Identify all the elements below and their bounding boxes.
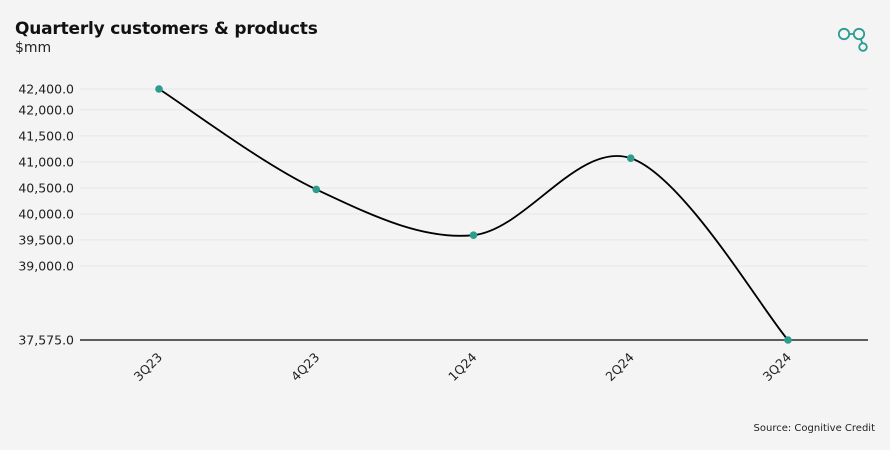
y-tick-label: 40,500.0 — [18, 180, 74, 195]
x-tick-label: 3Q23 — [131, 350, 165, 384]
x-tick-label: 3Q24 — [760, 349, 794, 383]
x-tick-label: 2Q24 — [602, 349, 636, 383]
y-tick-label: 41,500.0 — [18, 128, 74, 143]
data-point-4q23 — [312, 185, 321, 194]
series-line — [158, 88, 789, 341]
data-point-2q24 — [626, 154, 635, 162]
y-tick-label: 40,000.0 — [18, 206, 74, 221]
data-point-3q23 — [155, 85, 163, 93]
y-tick-label: 39,500.0 — [18, 232, 74, 247]
y-tick-label: 37,575.0 — [18, 333, 74, 348]
y-tick-label: 39,000.0 — [18, 258, 74, 273]
gridlines — [80, 88, 868, 267]
series-line-layer — [158, 88, 789, 341]
y-tick-label: 42,000.0 — [18, 102, 74, 117]
x-tick-label: 4Q23 — [288, 350, 322, 384]
chart-subtitle: $mm — [15, 40, 52, 56]
x-tick-label: 1Q24 — [445, 349, 479, 383]
x-axis: 3Q23 4Q23 1Q24 2Q24 3Q24 — [80, 339, 868, 384]
data-points — [155, 85, 792, 344]
source-note: Source: Cognitive Credit — [753, 423, 875, 434]
data-point-3q24 — [784, 336, 792, 344]
y-tick-label: 42,400.0 — [18, 82, 74, 97]
y-axis: 42,400.0 42,000.0 41,500.0 41,000.0 40,500.0… — [18, 82, 74, 348]
y-tick-label: 41,000.0 — [18, 154, 74, 169]
data-point-1q24 — [469, 231, 478, 239]
chart-title: Quarterly customers & products — [15, 19, 318, 39]
cognitive-credit-logo-icon — [838, 27, 868, 52]
